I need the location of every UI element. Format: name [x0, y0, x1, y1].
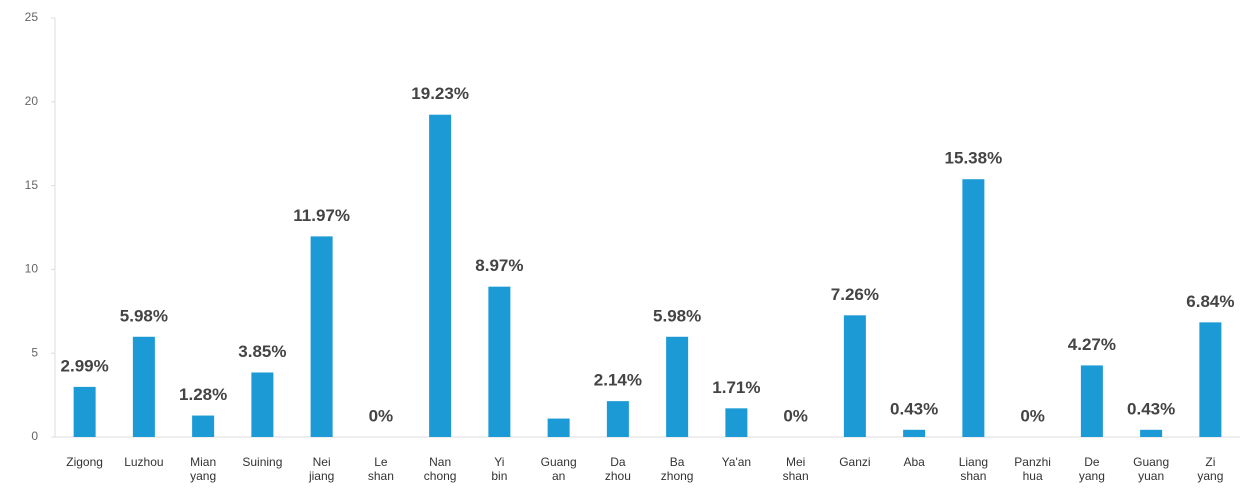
- bar: [962, 179, 985, 437]
- x-tick-label: Zi yang: [1197, 455, 1223, 483]
- x-tick-label: Da zhou: [605, 455, 631, 483]
- data-label: 0%: [783, 406, 808, 425]
- bar: [1199, 322, 1222, 437]
- x-tick-label: Ganzi: [839, 455, 870, 469]
- data-label: 8.97%: [475, 256, 523, 275]
- x-tick-label: Suining: [242, 455, 282, 469]
- x-tick-label: Panzhi hua: [1014, 455, 1051, 483]
- bar: [310, 236, 333, 437]
- data-label: 0%: [1020, 406, 1045, 425]
- data-label: 6.84%: [1186, 292, 1234, 311]
- y-tick-label: 15: [25, 178, 39, 192]
- x-tick-label: Guang an: [541, 455, 577, 483]
- bar: [488, 286, 511, 437]
- x-tick-label: Liang shan: [959, 455, 988, 483]
- data-label: 0.43%: [890, 399, 938, 418]
- x-tick-label: Nei jiang: [308, 455, 334, 483]
- x-tick-label: Nan chong: [424, 455, 457, 483]
- data-label: 19.23%: [411, 84, 469, 103]
- data-label: 7.26%: [831, 285, 879, 304]
- data-label: 11.97%: [293, 206, 350, 225]
- y-tick-label: 10: [25, 262, 39, 276]
- bar: [1140, 429, 1163, 437]
- x-tick-label: Luzhou: [124, 455, 163, 469]
- x-tick-label: Ba zhong: [661, 455, 694, 483]
- data-label: 3.85%: [238, 342, 286, 361]
- bar: [132, 336, 155, 437]
- y-tick-label: 0: [31, 429, 38, 443]
- bar: [903, 429, 926, 437]
- x-tick-label: Ya'an: [722, 455, 751, 469]
- x-tick-label: Guang yuan: [1133, 455, 1169, 483]
- x-tick-label: Le shan: [368, 455, 394, 483]
- data-label: 5.98%: [653, 306, 701, 325]
- bar: [843, 315, 866, 437]
- data-label: 2.99%: [61, 356, 109, 375]
- data-label: 0.43%: [1127, 399, 1175, 418]
- bar: [251, 372, 274, 437]
- x-tick-label: Mian yang: [190, 455, 216, 483]
- bar: [547, 418, 570, 437]
- data-label: 4.27%: [1068, 335, 1116, 354]
- x-tick-label: Yi bin: [491, 455, 507, 483]
- data-label: 2.14%: [594, 371, 642, 390]
- bar: [1080, 365, 1103, 437]
- y-tick-label: 25: [25, 10, 39, 24]
- data-label: 1.28%: [179, 385, 227, 404]
- bar: [606, 401, 629, 437]
- y-tick-label: 5: [31, 345, 38, 359]
- x-tick-label: Mei shan: [783, 455, 809, 483]
- y-tick-label: 20: [25, 94, 39, 108]
- bar: [725, 408, 748, 437]
- x-tick-label: Zigong: [66, 455, 103, 469]
- x-tick-label: De yang: [1079, 455, 1105, 483]
- bar: [73, 386, 96, 437]
- bar: [429, 114, 452, 437]
- data-label: 1.71%: [712, 378, 760, 397]
- bar: [666, 336, 689, 437]
- data-label: 15.38%: [945, 149, 1003, 168]
- x-tick-label: Aba: [903, 455, 925, 469]
- data-label: 0%: [369, 406, 394, 425]
- data-label: 5.98%: [120, 306, 168, 325]
- bar: [192, 415, 215, 437]
